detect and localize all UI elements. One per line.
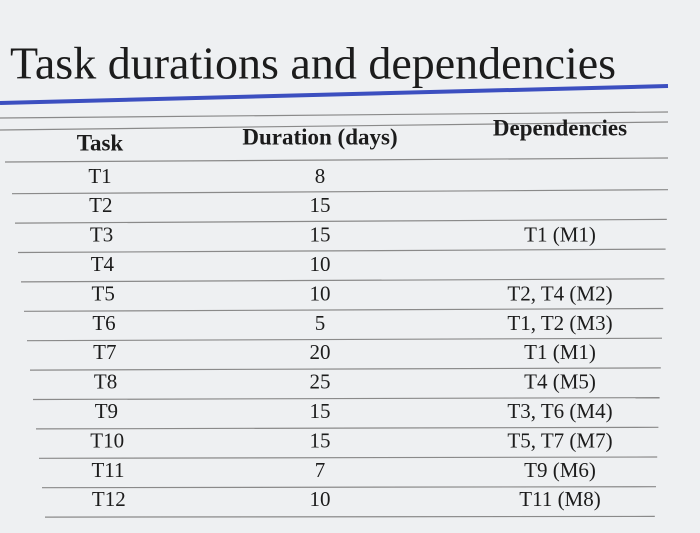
column-header: Duration (days) bbox=[242, 124, 397, 149]
task-cell: T9 bbox=[95, 399, 118, 423]
task-cell: T11 bbox=[91, 458, 124, 482]
dependency-cell: T1 (M1) bbox=[524, 223, 596, 247]
duration-cell: 5 bbox=[315, 311, 326, 335]
duration-cell: 25 bbox=[310, 370, 331, 394]
duration-cell: 15 bbox=[310, 193, 331, 217]
rule bbox=[20, 278, 665, 283]
rule bbox=[35, 426, 659, 430]
task-cell: T6 bbox=[92, 311, 115, 335]
duration-cell: 8 bbox=[315, 164, 326, 188]
rule bbox=[17, 248, 666, 254]
title: Task durations and dependencies bbox=[10, 38, 616, 89]
rule bbox=[29, 367, 661, 371]
duration-cell: 7 bbox=[315, 458, 326, 482]
title-underline bbox=[0, 84, 669, 105]
column-header: Task bbox=[77, 130, 124, 155]
dependency-cell: T3, T6 (M4) bbox=[507, 399, 612, 423]
rule bbox=[0, 121, 669, 131]
rule bbox=[44, 515, 655, 518]
duration-cell: 20 bbox=[310, 340, 331, 364]
duration-cell: 10 bbox=[310, 487, 331, 511]
task-cell: T8 bbox=[94, 370, 117, 394]
dependency-cell: T11 (M8) bbox=[519, 487, 600, 511]
task-cell: T5 bbox=[92, 281, 115, 305]
dependency-cell: T1, T2 (M3) bbox=[507, 311, 612, 335]
rule bbox=[4, 157, 669, 163]
task-cell: T2 bbox=[89, 193, 112, 217]
task-cell: T1 bbox=[88, 164, 111, 188]
duration-cell: 10 bbox=[310, 252, 331, 276]
rule bbox=[38, 456, 658, 459]
dependency-cell: T1 (M1) bbox=[524, 340, 596, 364]
duration-cell: 10 bbox=[310, 281, 331, 305]
task-cell: T3 bbox=[90, 223, 113, 247]
duration-cell: 15 bbox=[310, 399, 331, 423]
task-cell: T10 bbox=[90, 428, 124, 452]
rule bbox=[14, 218, 667, 224]
dependency-cell: T5, T7 (M7) bbox=[507, 428, 612, 452]
rule bbox=[41, 486, 657, 489]
table: Task Duration (days) Dependencies T1 8 T2 15 T3… bbox=[4, 115, 669, 518]
column-header: Dependencies bbox=[493, 115, 627, 140]
task-cell: T12 bbox=[92, 487, 126, 511]
task-cell: T7 bbox=[93, 340, 116, 364]
dependency-cell: T9 (M6) bbox=[524, 458, 596, 482]
duration-cell: 15 bbox=[310, 223, 331, 247]
task-cell: T4 bbox=[91, 252, 115, 276]
rule bbox=[0, 111, 669, 119]
dependency-cell: T4 (M5) bbox=[524, 370, 596, 394]
dependency-cell: T2, T4 (M2) bbox=[507, 281, 612, 305]
rule bbox=[26, 337, 663, 342]
rule bbox=[23, 307, 664, 312]
rule bbox=[32, 397, 660, 401]
rule bbox=[11, 189, 669, 195]
duration-cell: 15 bbox=[310, 428, 331, 452]
